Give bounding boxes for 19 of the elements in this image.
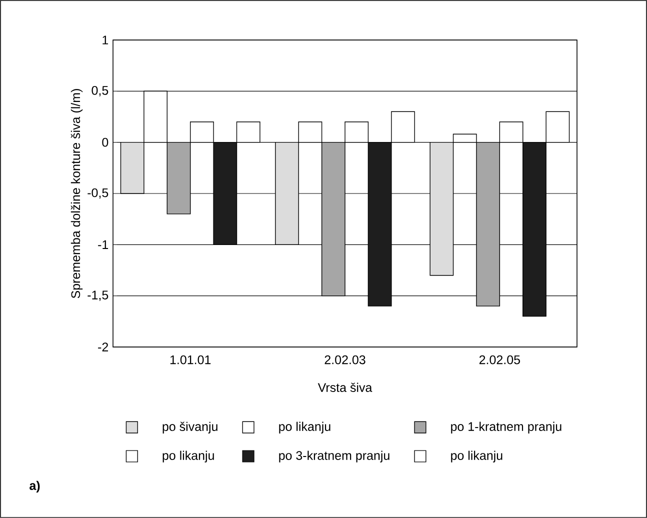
y-tick-label: 1 <box>102 36 108 44</box>
x-tick-label: 2.02.03 <box>324 355 366 364</box>
legend-label: po 1-kratnem pranju <box>451 422 562 434</box>
legend-label: po 3-kratnem pranju <box>279 450 390 462</box>
text: a) <box>30 480 40 492</box>
y-tick-label: 0,5 <box>92 86 108 96</box>
y-axis-title: Sprememba dolžine konture šiva (l/m) <box>70 89 83 298</box>
x-tick-label: 2.02.05 <box>479 355 520 364</box>
y-tick-label: 0 <box>102 138 108 147</box>
x-axis-title: Vrsta šiva <box>318 382 372 392</box>
y-tick-label: -1,5 <box>88 290 108 301</box>
legend-label: po likanju <box>451 450 502 462</box>
x-tick-label: 1.01.01 <box>170 355 211 364</box>
legend-label: po šivanju <box>162 422 218 434</box>
legend-label: po likanju <box>279 422 330 434</box>
y-tick-label: -1 <box>98 240 108 249</box>
legend-label: po likanju <box>162 450 214 462</box>
y-tick-label: -2 <box>98 342 108 352</box>
y-tick-label: -0,5 <box>88 188 108 199</box>
